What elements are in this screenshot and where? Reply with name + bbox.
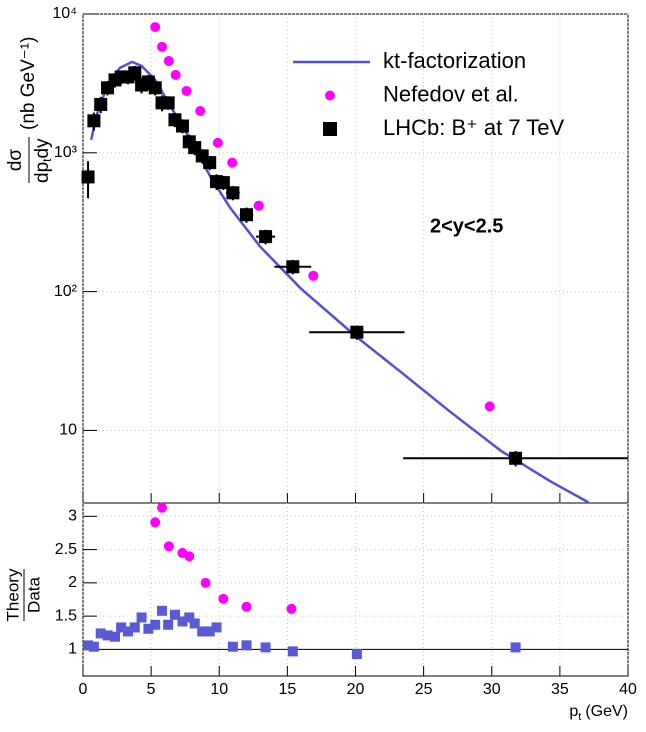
point [157, 605, 168, 616]
y-tick-label: 10³ [54, 144, 78, 161]
legend-label: kt-factorization [383, 48, 526, 73]
point [181, 85, 192, 96]
ratio-label-denominator: Data [24, 577, 43, 613]
annotation: 2<y<2.5 [430, 215, 503, 237]
point [241, 601, 252, 612]
point [143, 623, 154, 634]
point [161, 96, 175, 110]
point [110, 631, 121, 642]
point [226, 186, 240, 200]
point [216, 176, 230, 190]
point [129, 622, 140, 633]
ratio-y-label: Theory Data [3, 568, 43, 621]
y-tick-label: 2.5 [55, 541, 77, 558]
y-tick-label: 10 [59, 422, 77, 439]
y-tick-label: 10² [54, 283, 78, 300]
x-label-main: p [569, 703, 578, 720]
point [170, 69, 181, 80]
point [212, 137, 223, 148]
point [87, 114, 101, 128]
point [184, 551, 195, 562]
point [189, 618, 200, 629]
den: dp [32, 162, 53, 183]
point [150, 619, 161, 630]
x-tick-label: 20 [347, 681, 365, 698]
point [259, 230, 273, 244]
x-tick-label: 10 [210, 681, 228, 698]
point [157, 41, 168, 52]
y-tick-label: 1.5 [55, 607, 77, 624]
point [81, 170, 95, 184]
point [94, 97, 108, 111]
point [218, 593, 229, 604]
point [148, 81, 162, 95]
point [83, 640, 94, 651]
den-rest: dy [32, 138, 53, 159]
point [286, 603, 297, 614]
point [227, 641, 238, 652]
point [203, 156, 217, 170]
y-tick-label: 10⁴ [52, 5, 77, 22]
point [163, 619, 174, 630]
point [169, 609, 180, 620]
y-tick-label: 3 [68, 508, 77, 525]
y-label: dσ dptdy (nb GeV⁻¹) [5, 37, 54, 183]
x-tick-label: 0 [79, 681, 88, 698]
point [211, 622, 222, 633]
x-label-unit: (GeV) [585, 703, 628, 720]
point [308, 270, 319, 281]
x-tick-label: 30 [483, 681, 501, 698]
ratio-label-numerator: Theory [3, 568, 22, 621]
y-label-unit: (nb GeV⁻¹) [18, 37, 39, 130]
legend-label: Nefedov et al. [383, 81, 519, 106]
point [175, 119, 189, 133]
point [150, 22, 161, 33]
point [150, 517, 161, 528]
legend-label: LHCb: B⁺ at 7 TeV [383, 115, 565, 140]
point [95, 628, 106, 639]
y-tick-label: 2 [68, 574, 77, 591]
point [286, 260, 300, 274]
x-tick-label: 15 [278, 681, 296, 698]
point [102, 630, 113, 641]
point [227, 157, 238, 168]
y-tick-label: 1 [68, 641, 77, 658]
point [128, 66, 142, 80]
y-label-numerator: dσ [5, 149, 26, 172]
x-label-sub: t [578, 711, 581, 723]
point [122, 626, 133, 637]
point [240, 208, 253, 222]
point [241, 640, 252, 651]
legend-marker [325, 90, 335, 101]
point [200, 577, 211, 588]
den-sub: t [40, 158, 54, 162]
point [197, 626, 208, 637]
point [350, 325, 364, 339]
point [88, 641, 99, 652]
point [509, 451, 523, 465]
point [136, 612, 147, 623]
x-tick-label: 35 [551, 681, 569, 698]
x-tick-label: 40 [619, 681, 637, 698]
point [351, 649, 362, 660]
point [163, 55, 174, 66]
point [484, 401, 495, 412]
point [204, 626, 215, 637]
point [163, 541, 174, 552]
y-label-denominator: dptdy [32, 138, 54, 183]
point [260, 642, 271, 653]
point [116, 622, 127, 633]
point [253, 200, 264, 211]
point [510, 642, 521, 653]
point [177, 616, 188, 627]
point [157, 502, 168, 513]
point [184, 612, 195, 623]
point [195, 106, 206, 117]
x-tick-label: 25 [415, 681, 433, 698]
point [287, 646, 298, 657]
x-label: pt (GeV) [569, 703, 628, 723]
legend-marker [323, 122, 337, 136]
x-tick-label: 5 [147, 681, 156, 698]
